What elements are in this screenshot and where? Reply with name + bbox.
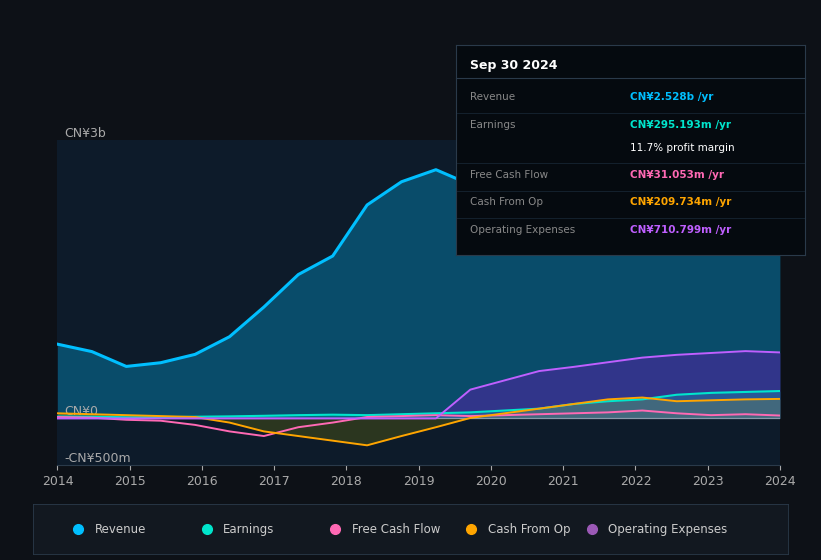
Text: Free Cash Flow: Free Cash Flow bbox=[470, 170, 548, 180]
Text: Sep 30 2024: Sep 30 2024 bbox=[470, 59, 557, 72]
Text: Earnings: Earnings bbox=[223, 522, 274, 536]
Text: CN¥295.193m /yr: CN¥295.193m /yr bbox=[631, 120, 732, 129]
Text: Free Cash Flow: Free Cash Flow bbox=[351, 522, 440, 536]
Text: Operating Expenses: Operating Expenses bbox=[608, 522, 727, 536]
Text: CN¥209.734m /yr: CN¥209.734m /yr bbox=[631, 197, 732, 207]
Text: Cash From Op: Cash From Op bbox=[470, 197, 543, 207]
Text: -CN¥500m: -CN¥500m bbox=[65, 452, 131, 465]
Text: Revenue: Revenue bbox=[470, 92, 515, 102]
Text: Operating Expenses: Operating Expenses bbox=[470, 225, 575, 235]
Text: 11.7% profit margin: 11.7% profit margin bbox=[631, 143, 735, 153]
Text: Revenue: Revenue bbox=[94, 522, 146, 536]
Text: Earnings: Earnings bbox=[470, 120, 515, 129]
Text: CN¥710.799m /yr: CN¥710.799m /yr bbox=[631, 225, 732, 235]
Text: CN¥3b: CN¥3b bbox=[65, 127, 107, 140]
Text: CN¥0: CN¥0 bbox=[65, 405, 99, 418]
Text: CN¥2.528b /yr: CN¥2.528b /yr bbox=[631, 92, 713, 102]
Text: CN¥31.053m /yr: CN¥31.053m /yr bbox=[631, 170, 724, 180]
Text: Cash From Op: Cash From Op bbox=[488, 522, 570, 536]
